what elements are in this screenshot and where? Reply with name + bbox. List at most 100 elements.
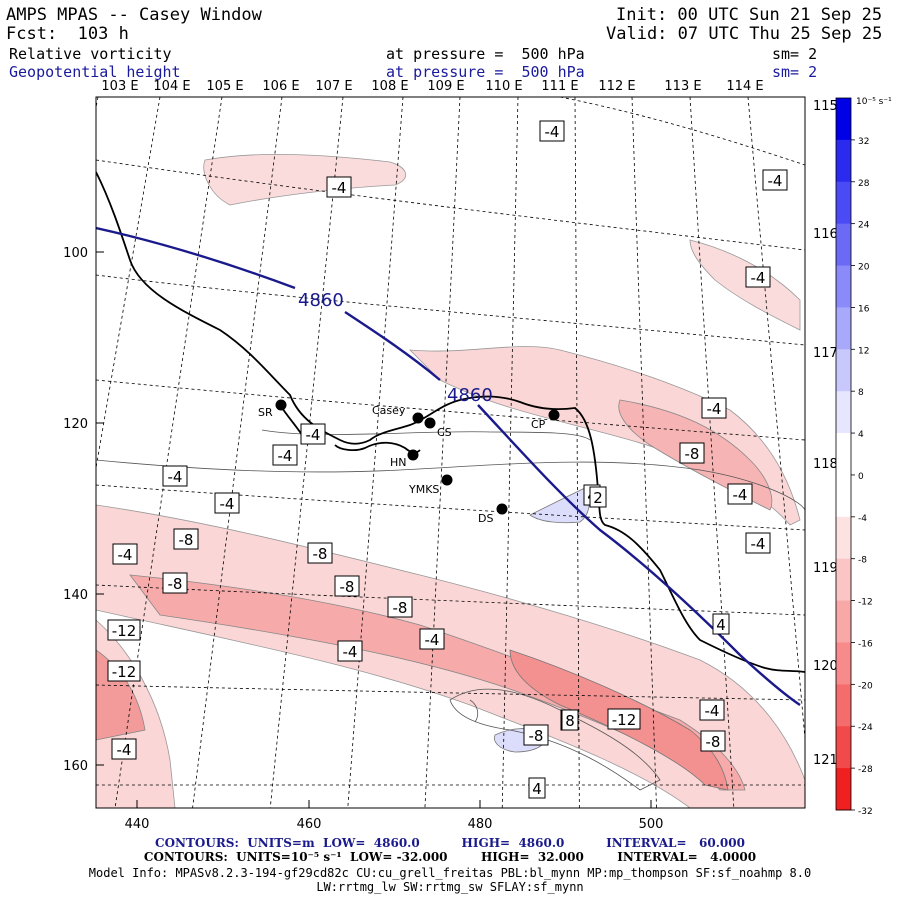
vorticity-label: -12 xyxy=(607,708,641,730)
colorbar-segment xyxy=(836,768,851,811)
vorticity-label: -4 xyxy=(699,699,725,721)
lon-labels-top: 103 E 104 E 105 E 106 E 107 E 108 E 109 E 110 E… xyxy=(101,79,763,94)
lon-label-top: 114 E xyxy=(726,79,763,94)
x-tick-label: 480 xyxy=(468,817,493,832)
colorbar-label: -32 xyxy=(858,807,873,817)
vorticity-label: -8 xyxy=(334,575,360,597)
height-contour-info: CONTOURS: UNITS=m LOW= 4860.0 HIGH= 4860… xyxy=(155,836,745,850)
vorticity-label: -4 xyxy=(762,169,788,191)
height-label-2: 4860 xyxy=(447,385,493,406)
vorticity-label: -8 xyxy=(523,724,549,746)
colorbar-label: 20 xyxy=(858,263,870,273)
geopotential-height-contour xyxy=(96,226,801,706)
colorbar-frame xyxy=(835,97,852,811)
svg-text:-4: -4 xyxy=(220,495,235,513)
colorbar-label: 16 xyxy=(858,304,870,314)
station-marker xyxy=(424,417,436,429)
colorbar-segment xyxy=(836,181,851,225)
colorbar-label: 8 xyxy=(858,388,864,398)
negative-vorticity-ne xyxy=(689,239,801,331)
station-marker xyxy=(548,409,560,421)
vorticity-label: -12 xyxy=(107,660,141,682)
plot-title: AMPS MPAS -- Casey Window xyxy=(6,5,262,25)
vorticity-label: -8 xyxy=(173,528,199,550)
lon-label-top: 103 E xyxy=(101,79,138,94)
station-label: HN xyxy=(390,456,407,469)
colorbar-label: -4 xyxy=(858,514,867,524)
forecast-hour: Fcst: 103 h xyxy=(6,24,129,44)
negative-vorticity-nw xyxy=(203,153,407,206)
station-marker xyxy=(412,412,424,424)
colorbar-segment xyxy=(836,684,851,727)
x-axis: 440 460 480 500 xyxy=(125,800,664,832)
vorticity-label: -4 xyxy=(745,532,771,554)
svg-text:2: 2 xyxy=(593,489,603,507)
colorbar-label: 0 xyxy=(858,472,864,482)
svg-text:-4: -4 xyxy=(278,447,293,465)
positive-vorticity-patch xyxy=(529,487,590,524)
height-label-1: 4860 xyxy=(298,290,344,311)
station-label: DS xyxy=(478,512,493,525)
vorticity-label: -8 xyxy=(307,542,333,564)
colorbar-label: -8 xyxy=(858,556,867,566)
field2-smoothing: sm= 2 xyxy=(772,63,818,81)
colorbar-segment xyxy=(836,600,851,643)
station-label: CS xyxy=(437,426,452,439)
station-label: Casey xyxy=(372,404,406,417)
y-tick-label: 140 xyxy=(63,588,88,603)
colorbar-segment xyxy=(836,642,851,685)
colorbar-segment xyxy=(836,223,851,267)
plot-frame xyxy=(95,96,806,809)
model-info-radiation: LW:rrtmg_lw SW:rrtmg_sw SFLAY:sf_mynn xyxy=(316,880,584,894)
vorticity-label: 8 xyxy=(561,709,579,731)
svg-text:-4: -4 xyxy=(768,172,783,190)
vorticity-label: -12 xyxy=(107,619,141,641)
vorticity-label: -4 xyxy=(745,266,771,288)
y-axis: 100 120 140 160 xyxy=(63,246,104,774)
x-tick-label: 500 xyxy=(639,817,664,832)
colorbar-label: -12 xyxy=(858,598,873,608)
colorbar-segment xyxy=(836,558,851,602)
colorbar-label: -20 xyxy=(858,681,873,691)
station-label: CP xyxy=(531,418,546,431)
svg-text:-8: -8 xyxy=(685,445,700,463)
vorticity-label: -4 xyxy=(337,640,363,662)
svg-text:-4: -4 xyxy=(306,426,321,444)
field2-name: Geopotential height xyxy=(9,63,181,81)
svg-text:-4: -4 xyxy=(425,631,440,649)
colorbar-segment xyxy=(836,433,851,476)
svg-text:-4: -4 xyxy=(545,123,560,141)
colorbar-segment xyxy=(836,349,851,392)
field2-level: at pressure = 500 hPa xyxy=(386,63,585,81)
colorbar-segment xyxy=(836,726,851,769)
svg-text:-4: -4 xyxy=(751,535,766,553)
station-marker xyxy=(496,503,508,515)
svg-text:-4: -4 xyxy=(733,486,748,504)
vorticity-label: -4 xyxy=(727,483,753,505)
colorbar: 10⁻⁵ s⁻¹ 32 28 24 20 16 12 8 4 0 -4 -8 -12 -16 -20 -24 -… xyxy=(835,97,892,817)
colorbar-segment xyxy=(836,139,851,183)
vorticity-label: -8 xyxy=(679,442,705,464)
vorticity-label: -4 xyxy=(112,543,138,565)
svg-text:-12: -12 xyxy=(612,711,637,729)
lon-label-top: 107 E xyxy=(315,79,352,94)
vorticity-label: -4 xyxy=(701,397,727,419)
y-tick-label: 100 xyxy=(63,246,88,261)
vorticity-label: -4 xyxy=(300,423,326,445)
svg-text:4: 4 xyxy=(532,780,542,798)
vorticity-label: -4 xyxy=(214,492,240,514)
colorbar-label: -28 xyxy=(858,765,873,775)
svg-text:-12: -12 xyxy=(112,622,137,640)
svg-text:4: 4 xyxy=(716,616,726,634)
model-info: Model Info: MPASv8.2.3-194-gf29cd82c CU:… xyxy=(88,866,812,880)
lon-label-top: 109 E xyxy=(427,79,464,94)
colorbar-label: 4 xyxy=(858,430,864,440)
vorticity-label: 4 xyxy=(712,613,730,635)
svg-text:-4: -4 xyxy=(332,179,347,197)
lon-label-top: 113 E xyxy=(664,79,701,94)
colorbar-segment xyxy=(836,474,851,518)
stations: SR Casey CS CP HN YMKS DS xyxy=(258,399,560,525)
svg-text:-4: -4 xyxy=(168,468,183,486)
colorbar-label: 24 xyxy=(858,221,870,231)
